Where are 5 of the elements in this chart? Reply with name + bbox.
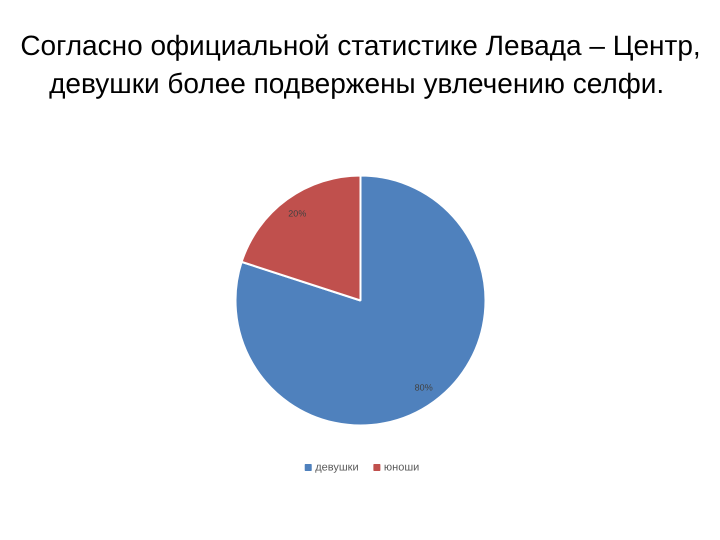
data-label: 20% — [288, 208, 306, 219]
legend-label: юноши — [384, 462, 420, 474]
chart-title: Согласно официальной статистике Левада – Центр, девушки более подвержены увлечению селфи. — [20, 30, 701, 99]
legend-label: девушки — [315, 462, 359, 474]
data-label: 80% — [414, 382, 433, 392]
